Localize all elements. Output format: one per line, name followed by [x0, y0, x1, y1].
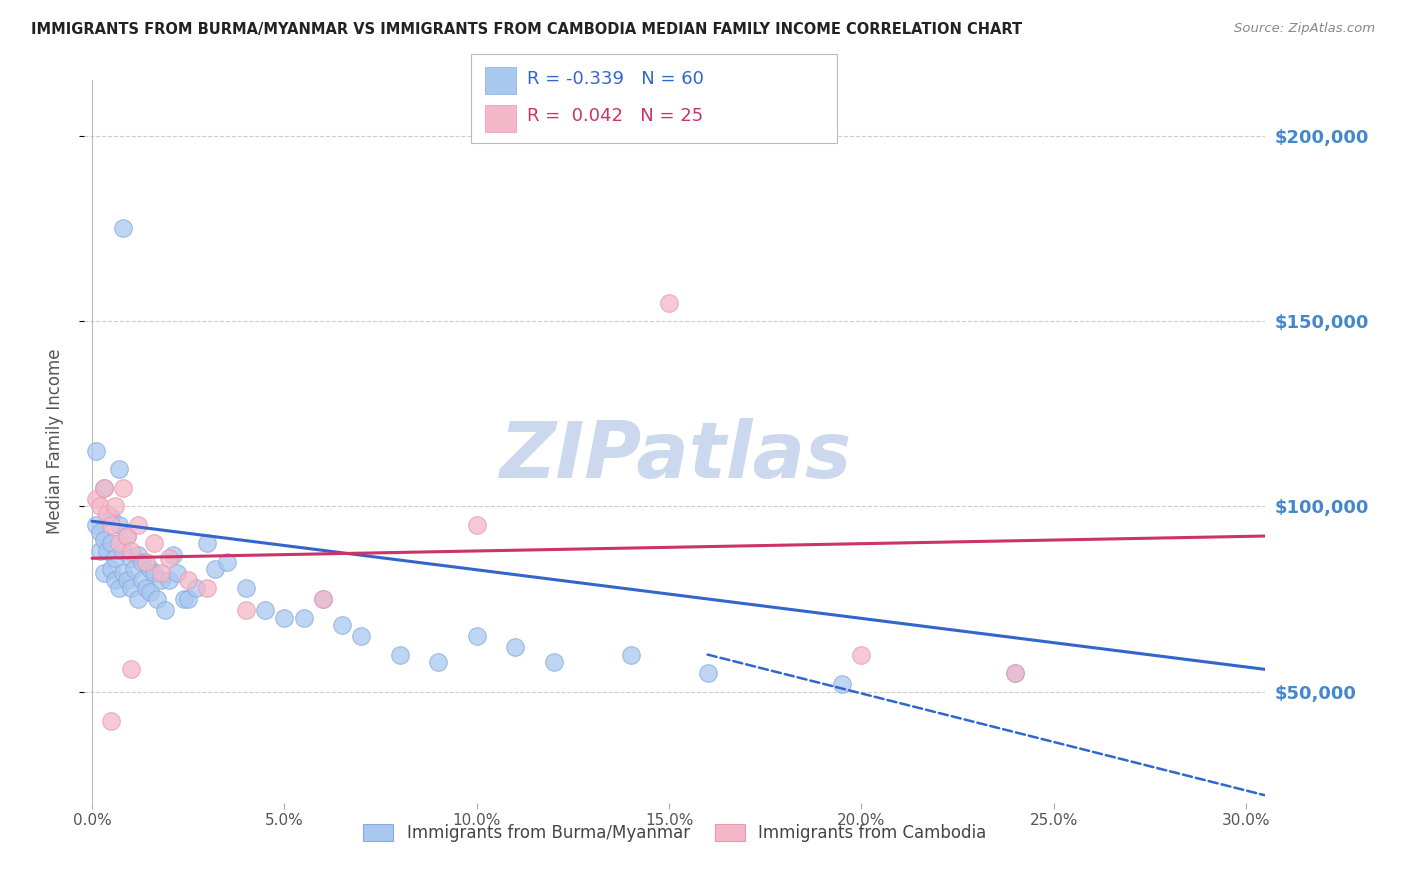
- Point: [177, 592, 200, 607]
- Point: [89, 544, 111, 558]
- Point: [89, 525, 111, 540]
- Point: [1004, 666, 1026, 681]
- Point: [120, 544, 142, 558]
- Point: [851, 648, 873, 662]
- Point: [115, 529, 138, 543]
- Point: [131, 555, 153, 569]
- Point: [254, 603, 277, 617]
- Point: [142, 566, 165, 580]
- Point: [100, 510, 122, 524]
- Point: [108, 462, 131, 476]
- Point: [127, 592, 149, 607]
- Point: [135, 555, 157, 569]
- Point: [100, 517, 122, 532]
- Point: [1004, 666, 1026, 681]
- Point: [104, 500, 127, 514]
- Point: [204, 562, 226, 576]
- Point: [104, 551, 127, 566]
- Point: [150, 574, 173, 588]
- Point: [115, 529, 138, 543]
- Point: [142, 536, 165, 550]
- Point: [150, 566, 173, 580]
- Point: [120, 662, 142, 676]
- Point: [139, 584, 162, 599]
- Point: [100, 536, 122, 550]
- Point: [620, 648, 643, 662]
- Point: [96, 507, 118, 521]
- Text: IMMIGRANTS FROM BURMA/MYANMAR VS IMMIGRANTS FROM CAMBODIA MEDIAN FAMILY INCOME C: IMMIGRANTS FROM BURMA/MYANMAR VS IMMIGRA…: [31, 22, 1022, 37]
- Y-axis label: Median Family Income: Median Family Income: [45, 349, 63, 534]
- Point: [330, 618, 353, 632]
- Point: [96, 544, 118, 558]
- Point: [658, 295, 681, 310]
- Point: [111, 221, 134, 235]
- Point: [108, 517, 131, 532]
- Point: [111, 544, 134, 558]
- Point: [146, 592, 169, 607]
- Point: [312, 592, 335, 607]
- Text: R = -0.339   N = 60: R = -0.339 N = 60: [527, 70, 704, 87]
- Point: [124, 562, 146, 576]
- Point: [465, 629, 488, 643]
- Point: [350, 629, 373, 643]
- Point: [166, 566, 188, 580]
- Point: [215, 555, 238, 569]
- Point: [127, 548, 149, 562]
- Point: [177, 574, 200, 588]
- Point: [93, 566, 115, 580]
- Point: [89, 500, 111, 514]
- Point: [100, 562, 122, 576]
- Point: [84, 517, 107, 532]
- Point: [543, 655, 565, 669]
- Point: [100, 714, 122, 729]
- Point: [388, 648, 411, 662]
- Point: [93, 481, 115, 495]
- Point: [831, 677, 853, 691]
- Point: [120, 581, 142, 595]
- Point: [197, 536, 219, 550]
- Point: [427, 655, 450, 669]
- Point: [162, 548, 184, 562]
- Point: [153, 603, 176, 617]
- Point: [127, 517, 149, 532]
- Point: [135, 581, 157, 595]
- Point: [312, 592, 335, 607]
- Point: [111, 566, 134, 580]
- Point: [139, 562, 162, 576]
- Point: [93, 481, 115, 495]
- Point: [111, 481, 134, 495]
- Text: Source: ZipAtlas.com: Source: ZipAtlas.com: [1234, 22, 1375, 36]
- Point: [115, 574, 138, 588]
- Text: ZIPatlas: ZIPatlas: [499, 418, 851, 494]
- Point: [197, 581, 219, 595]
- Point: [173, 592, 195, 607]
- Point: [157, 551, 180, 566]
- Point: [503, 640, 526, 655]
- Point: [273, 610, 295, 624]
- Point: [131, 574, 153, 588]
- Point: [84, 491, 107, 506]
- Point: [465, 517, 488, 532]
- Point: [696, 666, 718, 681]
- Point: [108, 536, 131, 550]
- Point: [104, 574, 127, 588]
- Point: [93, 533, 115, 547]
- Point: [292, 610, 315, 624]
- Point: [157, 574, 180, 588]
- Point: [235, 581, 257, 595]
- Point: [184, 581, 207, 595]
- Point: [120, 551, 142, 566]
- Point: [235, 603, 257, 617]
- Point: [108, 581, 131, 595]
- Legend: Immigrants from Burma/Myanmar, Immigrants from Cambodia: Immigrants from Burma/Myanmar, Immigrant…: [357, 817, 993, 848]
- Point: [84, 443, 107, 458]
- Text: R =  0.042   N = 25: R = 0.042 N = 25: [527, 107, 703, 125]
